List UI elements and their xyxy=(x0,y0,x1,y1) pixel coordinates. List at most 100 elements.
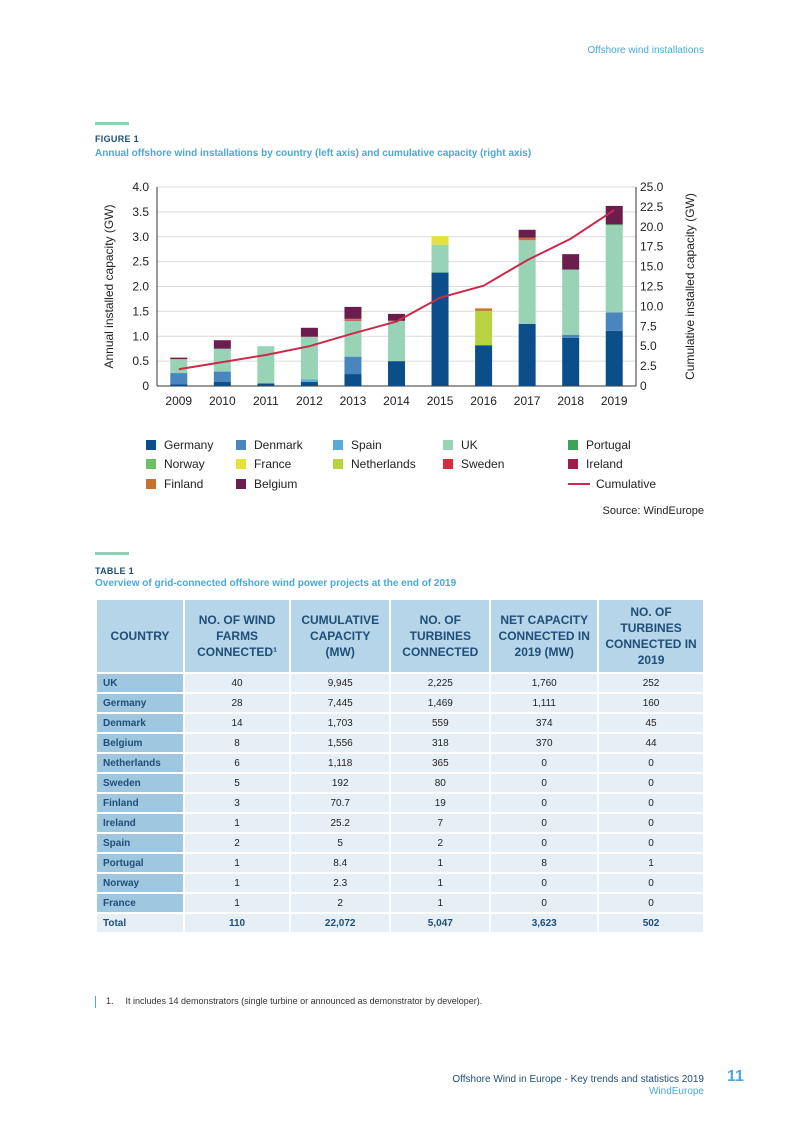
bar-segment-denmark xyxy=(562,334,580,338)
legend-swatch xyxy=(146,479,156,489)
table-cell: 8 xyxy=(491,854,598,872)
bar-segment-germany xyxy=(562,337,580,386)
bar-segment-denmark xyxy=(170,373,188,385)
bar-segment-germany xyxy=(344,374,362,386)
table-cell: 1 xyxy=(185,874,290,892)
table-cell: 8.4 xyxy=(291,854,390,872)
legend-label: Portugal xyxy=(586,438,631,452)
table-cell: 1 xyxy=(599,854,703,872)
bar-segment-belgium xyxy=(518,229,536,238)
table-row: Ireland 1 25.2 7 0 0 xyxy=(97,814,703,832)
table-cell: 1 xyxy=(391,854,490,872)
bar-segment-uk xyxy=(562,269,580,335)
table-row: Denmark 14 1,703 559 374 45 xyxy=(97,714,703,732)
bar-segment-germany xyxy=(605,330,623,386)
table-cell: 2.3 xyxy=(291,874,390,892)
y-tick-label: 2.0 xyxy=(132,280,149,294)
legend-item-cumulative: Cumulative xyxy=(568,477,656,491)
table-row-country: Sweden xyxy=(97,774,183,792)
table-cell: 0 xyxy=(491,794,598,812)
table-cell: 252 xyxy=(599,674,703,692)
legend-item-france: France xyxy=(236,457,291,471)
bar-segment-germany xyxy=(431,272,449,386)
bar-segment-belgium xyxy=(213,340,231,349)
table-cell: 0 xyxy=(491,814,598,832)
legend-label: Germany xyxy=(164,438,214,452)
table-cell: 110 xyxy=(185,914,290,932)
legend-label: Netherlands xyxy=(351,457,416,471)
legend-label: Cumulative xyxy=(596,477,657,491)
bar-segment-uk xyxy=(213,348,231,372)
table-cell: 3,623 xyxy=(491,914,598,932)
x-tick-label: 2019 xyxy=(601,394,628,408)
y2-tick-label: 17.5 xyxy=(640,240,664,254)
table-cell: 80 xyxy=(391,774,490,792)
table-cell: 365 xyxy=(391,754,490,772)
table-row-country: Ireland xyxy=(97,814,183,832)
projects-table: COUNTRY NO. OF WIND FARMS CONNECTED¹ CUM… xyxy=(95,598,705,934)
figure-title: Annual offshore wind installations by co… xyxy=(95,148,532,159)
accent-line xyxy=(95,122,129,125)
legend-swatch xyxy=(443,459,453,469)
x-tick-label: 2017 xyxy=(514,394,541,408)
legend-item-spain: Spain xyxy=(333,438,382,452)
bar-segment-uk xyxy=(170,359,188,374)
y-tick-label: 2.5 xyxy=(132,255,149,269)
table-cell: 0 xyxy=(491,774,598,792)
table-cell: 0 xyxy=(491,894,598,912)
table-cell: 1,469 xyxy=(391,694,490,712)
table-cell: 1,760 xyxy=(491,674,598,692)
bar-segment-uk xyxy=(431,244,449,273)
table-label: TABLE 1 xyxy=(95,566,134,576)
col-header-net-capacity-2019: NET CAPACITY CONNECTED IN 2019 (MW) xyxy=(491,600,598,672)
table-row: UK 40 9,945 2,225 1,760 252 xyxy=(97,674,703,692)
table-cell: 1 xyxy=(185,814,290,832)
y2-tick-label: 10.0 xyxy=(640,299,664,313)
table-row: Sweden 5 192 80 0 0 xyxy=(97,774,703,792)
col-header-turbines-2019: NO. OF TURBINES CONNECTED IN 2019 xyxy=(599,600,703,672)
bar-segment-denmark xyxy=(213,371,231,383)
legend-item-portugal: Portugal xyxy=(568,438,631,452)
chart-source: Source: WindEurope xyxy=(602,505,705,517)
table-cell: 559 xyxy=(391,714,490,732)
y-tick-label: 3.0 xyxy=(132,230,149,244)
table-row: Belgium 8 1,556 318 370 44 xyxy=(97,734,703,752)
table-row-country: Belgium xyxy=(97,734,183,752)
y-tick-label: 3.5 xyxy=(132,205,149,219)
table-cell: 0 xyxy=(491,834,598,852)
legend-swatch xyxy=(568,440,578,450)
x-tick-label: 2012 xyxy=(296,394,323,408)
legend-swatch xyxy=(146,440,156,450)
y2-axis-title: Cumulative installed capacity (GW) xyxy=(683,193,697,380)
table-row-country: France xyxy=(97,894,183,912)
table-row: Netherlands 6 1,118 365 0 0 xyxy=(97,754,703,772)
table-cell: 1,118 xyxy=(291,754,390,772)
legend-item-germany: Germany xyxy=(146,438,213,452)
table-cell: 370 xyxy=(491,734,598,752)
x-tick-label: 2018 xyxy=(557,394,584,408)
bar-segment-germany xyxy=(213,382,231,386)
x-tick-label: 2013 xyxy=(340,394,367,408)
bar-segment-germany xyxy=(170,384,188,386)
bar-segment-belgium xyxy=(344,306,362,319)
footnote-number: 1. xyxy=(106,996,114,1006)
legend-swatch xyxy=(236,479,246,489)
table-header-row: COUNTRY NO. OF WIND FARMS CONNECTED¹ CUM… xyxy=(97,600,703,672)
legend-swatch xyxy=(333,440,343,450)
legend-label: France xyxy=(254,457,292,471)
table-cell: 25.2 xyxy=(291,814,390,832)
table-row-country: Norway xyxy=(97,874,183,892)
table-row-country: UK xyxy=(97,674,183,692)
table-row: Germany 28 7,445 1,469 1,111 160 xyxy=(97,694,703,712)
table-cell: 5 xyxy=(291,834,390,852)
legend-item-uk: UK xyxy=(443,438,478,452)
legend-label: Denmark xyxy=(254,438,303,452)
footer-title: Offshore Wind in Europe - Key trends and… xyxy=(452,1074,704,1085)
table-row: France 1 2 1 0 0 xyxy=(97,894,703,912)
col-header-wind-farms: NO. OF WIND FARMS CONNECTED¹ xyxy=(185,600,290,672)
legend-label: Belgium xyxy=(254,477,298,491)
table-cell: 1 xyxy=(391,874,490,892)
legend-swatch xyxy=(568,459,578,469)
table-cell: 5,047 xyxy=(391,914,490,932)
table-row-country: Finland xyxy=(97,794,183,812)
